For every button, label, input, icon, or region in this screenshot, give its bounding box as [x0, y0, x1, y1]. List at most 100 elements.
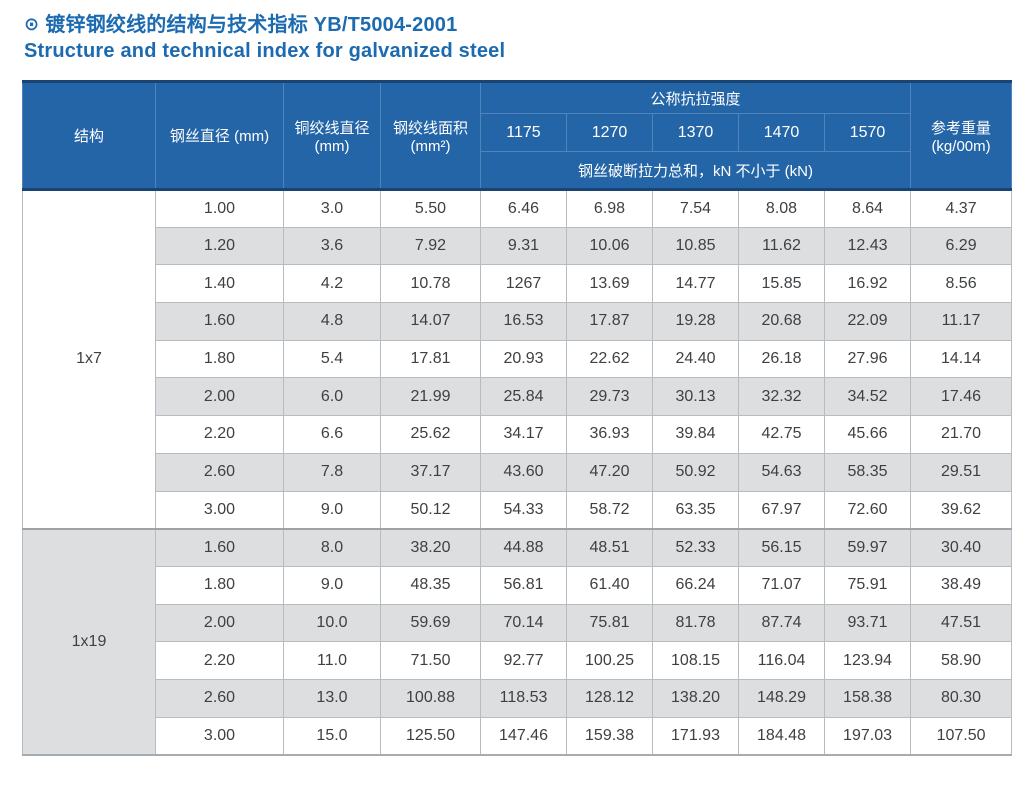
table-cell: 25.62 [380, 415, 481, 454]
table-cell: 59.69 [380, 603, 481, 643]
page-title-en: Structure and technical index for galvan… [24, 40, 506, 62]
table-cell: 9.31 [480, 226, 567, 266]
table-row: 2.60 13.0 100.88 118.53 128.12 138.20 148.29 15… [23, 678, 1013, 718]
table-cell: 1.00 [155, 189, 284, 228]
structure-cell: 1x7 [22, 188, 156, 530]
table-cell: 70.14 [480, 603, 567, 643]
header-ref-weight-line2: (kg/00m) [931, 137, 991, 155]
table-cell: 13.0 [283, 678, 381, 718]
table-cell: 59.97 [823, 527, 912, 567]
table-cell: 21.99 [380, 377, 481, 417]
header-tensile-strength-group: 公称抗拉强度 [479, 81, 912, 114]
table-cell: 108.15 [652, 641, 739, 680]
table-cell: 1.20 [155, 226, 284, 266]
table-row: 1.40 4.2 10.78 1267 13.69 14.77 15.85 16.92 8.56 [23, 264, 1013, 304]
table-cell: 1.80 [155, 339, 284, 379]
table-cell: 4.2 [283, 264, 381, 304]
table-cell: 22.62 [566, 339, 653, 379]
table-cell: 34.17 [480, 415, 567, 454]
table-cell: 116.04 [738, 641, 825, 680]
table-cell: 8.56 [910, 264, 1013, 304]
table-cell: 20.68 [738, 302, 825, 341]
table-cell: 2.60 [155, 678, 284, 718]
table-cell: 19.28 [652, 302, 739, 341]
header-wire-diameter: 钢丝直径 (mm) [155, 81, 284, 190]
table-cell: 7.54 [652, 189, 739, 228]
table-cell: 38.20 [380, 527, 481, 567]
table-header: 结构 钢丝直径 (mm) 铜绞线直径 (mm) 钢绞线面积 (mm²) 公称抗拉… [22, 81, 1013, 190]
table-row: 2.00 6.0 21.99 25.84 29.73 30.13 32.32 34.52 17.… [23, 377, 1013, 417]
table-cell: 43.60 [480, 452, 567, 492]
table-cell: 13.69 [566, 264, 653, 304]
table-cell: 72.60 [823, 490, 912, 530]
structure-cell: 1x19 [22, 527, 156, 756]
table-cell: 25.84 [480, 377, 567, 417]
table-row: 1.80 5.4 17.81 20.93 22.62 24.40 26.18 27.96 14.… [23, 339, 1013, 379]
table-cell: 15.0 [283, 716, 381, 756]
table-cell: 66.24 [652, 565, 739, 605]
header-strand-area-line1: 钢绞线面积 [392, 119, 468, 137]
header-grade-1370: 1370 [652, 113, 739, 152]
table-cell: 52.33 [652, 527, 739, 567]
table-cell: 22.09 [823, 302, 912, 341]
header-strand-diameter-line2: (mm) [314, 137, 350, 155]
table-cell: 80.30 [910, 678, 1013, 718]
table-cell: 75.81 [566, 603, 653, 643]
table-cell: 4.37 [910, 189, 1013, 228]
table-cell: 184.48 [738, 716, 825, 756]
table-cell: 100.25 [566, 641, 653, 680]
table-cell: 67.97 [738, 490, 825, 530]
page-title-zh: 镀锌钢绞线的结构与技术指标 YB/T5004-2001 [45, 14, 458, 36]
table-row: 2.20 6.6 25.62 34.17 36.93 39.84 42.75 45.66 21.… [23, 415, 1013, 454]
table-cell: 3.00 [155, 716, 284, 756]
table-cell: 93.71 [823, 603, 912, 643]
header-ref-weight-line1: 参考重量 [931, 119, 992, 137]
table-cell: 197.03 [823, 716, 912, 756]
table-cell: 47.51 [910, 603, 1013, 643]
table-cell: 27.96 [823, 339, 912, 379]
table-cell: 38.49 [910, 565, 1013, 605]
table-cell: 6.29 [910, 226, 1013, 266]
table-cell: 39.84 [652, 415, 739, 454]
table-cell: 3.00 [155, 490, 284, 530]
table-cell: 56.81 [480, 565, 567, 605]
table-cell: 34.52 [823, 377, 912, 417]
table-cell: 48.35 [380, 565, 481, 605]
header-grade-1570: 1570 [823, 113, 912, 152]
table-cell: 17.81 [380, 339, 481, 379]
table-row: 3.00 15.0 125.50 147.46 159.38 171.93 184.48 19… [23, 716, 1013, 756]
header-breaking-force-note: 钢丝破断拉力总和，kN 不小于 (kN) [479, 151, 912, 190]
spec-table: 结构 钢丝直径 (mm) 铜绞线直径 (mm) 钢绞线面积 (mm²) 公称抗拉… [22, 80, 1013, 756]
table-cell: 1.60 [155, 527, 284, 567]
table-cell: 1.60 [155, 302, 284, 341]
table-cell: 1.40 [155, 264, 284, 304]
table-cell: 58.90 [910, 641, 1013, 680]
table-cell: 10.78 [380, 264, 481, 304]
header-strand-diameter-line1: 铜绞线直径 [294, 119, 370, 137]
table-cell: 118.53 [480, 678, 567, 718]
table-cell: 123.94 [823, 641, 912, 680]
table-cell: 2.20 [155, 415, 284, 454]
table-cell: 15.85 [738, 264, 825, 304]
table-cell: 71.50 [380, 641, 481, 680]
table-row: 2.60 7.8 37.17 43.60 47.20 50.92 54.63 58.35 29.… [23, 452, 1013, 492]
table-cell: 54.63 [738, 452, 825, 492]
table-cell: 8.08 [738, 189, 825, 228]
table-cell: 6.98 [566, 189, 653, 228]
table-row: 1x7 1.00 3.0 5.50 6.46 6.98 7.54 8.08 8.64 4.37 [22, 188, 1013, 530]
table-cell: 71.07 [738, 565, 825, 605]
table-cell: 47.20 [566, 452, 653, 492]
header-ref-weight: 参考重量 (kg/00m) [910, 81, 1013, 190]
table-cell: 16.53 [480, 302, 567, 341]
header-strand-area-line2: (mm²) [410, 137, 451, 155]
table-cell: 5.4 [283, 339, 381, 379]
table-cell: 21.70 [910, 415, 1013, 454]
header-structure: 结构 [22, 81, 156, 190]
table-cell: 14.14 [910, 339, 1013, 379]
table-cell: 1.80 [155, 565, 284, 605]
page-title-zh-line: ⊙ 镀锌钢绞线的结构与技术指标 YB/T5004-2001 [24, 12, 1033, 38]
table-cell: 6.6 [283, 415, 381, 454]
table-cell: 7.8 [283, 452, 381, 492]
table-cell: 158.38 [823, 678, 912, 718]
table-row: 1.20 3.6 7.92 9.31 10.06 10.85 11.62 12.43 6.29 [23, 226, 1013, 266]
